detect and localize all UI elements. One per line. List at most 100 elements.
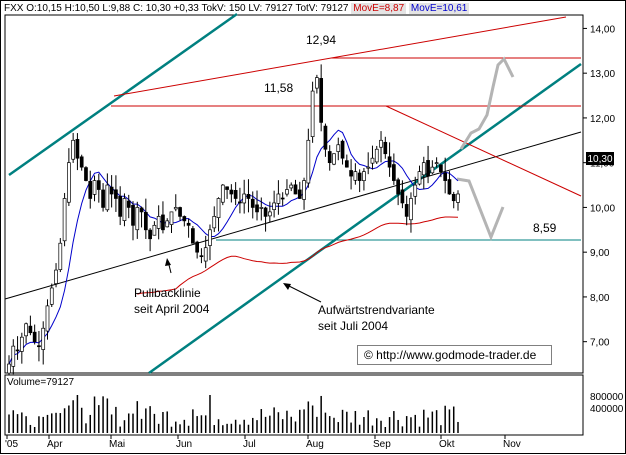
price-bar-body (357, 172, 362, 181)
price-bar-body (353, 171, 358, 181)
price-bar-body (229, 189, 234, 195)
price-bar-body (220, 184, 225, 203)
price-bar-body (362, 171, 366, 181)
price-bar-body (272, 202, 276, 211)
price-bar-body (24, 323, 28, 337)
y-tick-label: 13,00 (590, 69, 615, 80)
price-bar-body (169, 211, 174, 225)
price-bar-body (439, 164, 443, 172)
price-bar-body (426, 160, 430, 177)
price-bar-body (396, 179, 400, 195)
price-bar-body (344, 160, 349, 168)
price-bar-body (152, 224, 157, 236)
y-tick-label: 14,00 (590, 24, 615, 35)
y-axis: 7,008,009,0010,0011,0012,0013,0014,00800… (583, 24, 624, 415)
current-price-marker: 10,30 (586, 152, 614, 165)
red-downtrend-line (385, 105, 582, 197)
price-bar-body (443, 172, 448, 181)
pullback-arrowhead (165, 258, 171, 266)
price-bar-body (302, 180, 306, 200)
price-bar-body (225, 186, 229, 190)
price-bar-body (456, 193, 460, 203)
y-tick-label: 12,00 (590, 114, 615, 125)
ma-short-label: MovE=10,61 (408, 3, 470, 14)
price-bar-body (323, 125, 328, 150)
price-bar-body (310, 90, 315, 138)
trend-arrowhead (283, 283, 291, 290)
trend-annotation: Aufwärtstrendvariante seit Juli 2004 (318, 302, 435, 334)
price-bar-body (84, 167, 88, 181)
x-tick-label: '05 (5, 439, 18, 450)
price-bar-body (208, 229, 212, 246)
price-bar-body (54, 269, 58, 284)
y-tick-label: 10,00 (590, 203, 615, 214)
lv-label: LV: 79127 (248, 3, 293, 14)
y-tick-label: 7,00 (590, 338, 610, 349)
price-bar-body (285, 189, 289, 195)
teal-uptrend-line (148, 62, 582, 375)
price-bar-body (92, 180, 97, 195)
price-bar-body (451, 193, 456, 202)
x-tick-label: Apr (47, 439, 63, 450)
price-bar-body (148, 229, 152, 240)
trend-arrow (286, 284, 322, 303)
price-bar-body (379, 139, 383, 148)
price-bar-body (276, 193, 281, 204)
price-bar-body (246, 194, 251, 199)
price-bar-body (143, 211, 148, 231)
price-bar-body (191, 228, 195, 244)
price-bar-body (173, 207, 178, 210)
price-bar-body (71, 139, 75, 160)
volume-border (4, 374, 584, 436)
pullback-line (4, 131, 582, 300)
price-bar-body (41, 327, 46, 350)
price-bar-body (7, 363, 11, 374)
volume-label: Volume=79127 (7, 377, 75, 388)
pullback-annotation: Pullbacklinie seit April 2004 (134, 285, 209, 317)
price-bar-body (32, 331, 37, 343)
price-bar-body (374, 148, 379, 163)
price-bar-body (434, 162, 439, 165)
price-bar-body (387, 156, 392, 168)
price-bar-body (263, 207, 268, 217)
price-bar-body (447, 179, 452, 195)
current-price-label: 10,30 (587, 154, 612, 165)
price-bar-body (15, 349, 20, 352)
price-bar-body (199, 255, 204, 258)
price-bars (7, 64, 460, 375)
trend-label-line2: seit Juli 2004 (318, 319, 389, 333)
price-bar-body (182, 216, 187, 222)
trendlines (4, 12, 582, 375)
x-tick-label: Okt (439, 439, 455, 450)
price-bar-body (75, 139, 80, 159)
plot-border (4, 14, 584, 374)
price-bar-body (19, 336, 24, 352)
price-bar-body (96, 180, 101, 190)
price-bar-body (135, 207, 140, 231)
ma-short-line (8, 129, 459, 365)
red-upper-trend-line (113, 16, 567, 97)
price-bar-body (259, 207, 264, 209)
price-bar-body (67, 162, 71, 203)
price-bar-body (79, 156, 84, 168)
trend-label-line1: Aufwärtstrendvariante (318, 303, 435, 317)
price-bar-body (114, 189, 118, 199)
price-bar-body (62, 198, 67, 242)
price-bar-body (212, 216, 217, 229)
ohlc-label: O:10,15 H:10,50 L:9,88 C: 10,30 +0,33 (26, 3, 199, 14)
price-bar-body (250, 198, 255, 208)
price-bar-body (139, 207, 144, 213)
price-bar-body (109, 186, 114, 195)
ma-long-line (137, 216, 459, 295)
price-bar-body (101, 189, 105, 208)
price-bar-body (327, 151, 332, 164)
price-bar-body (88, 181, 93, 199)
price-bar-body (161, 214, 165, 231)
price-bar-body (417, 171, 422, 185)
price-bar-body (49, 287, 54, 305)
volume-bars (8, 395, 459, 433)
totv-label: TotV: 79127 (295, 3, 349, 14)
copyright-box[interactable]: © http://www.godmode-trader.de (357, 345, 552, 365)
